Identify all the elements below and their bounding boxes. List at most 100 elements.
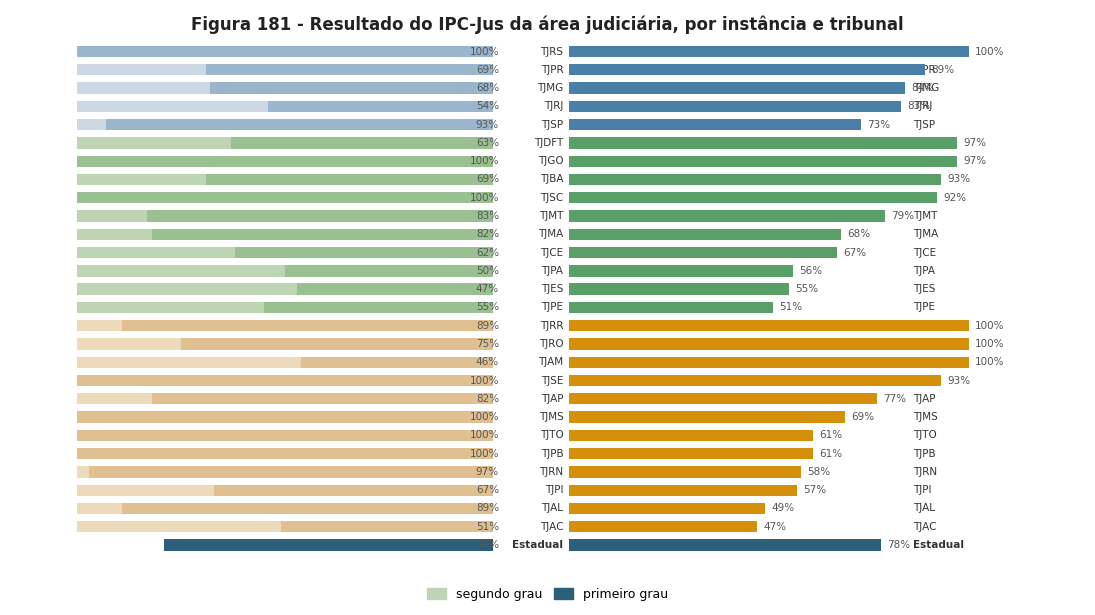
Text: 68%: 68% [476, 83, 499, 93]
Bar [569, 137, 957, 149]
Text: TJCE: TJCE [913, 248, 936, 258]
Text: TJRN: TJRN [539, 467, 564, 477]
Bar [569, 503, 765, 514]
Text: 62%: 62% [476, 248, 499, 258]
Bar [280, 521, 493, 533]
Bar [77, 101, 493, 112]
Text: 97%: 97% [964, 138, 987, 148]
Bar [268, 101, 493, 112]
Bar [569, 320, 969, 331]
Text: TJMG: TJMG [913, 83, 940, 93]
Text: TJAP: TJAP [913, 394, 935, 404]
Bar [569, 174, 942, 185]
Text: TJCE: TJCE [540, 248, 564, 258]
Text: TJTO: TJTO [540, 430, 564, 440]
Bar [77, 393, 493, 405]
Text: 55%: 55% [476, 303, 499, 312]
Bar [569, 338, 969, 350]
Bar [77, 448, 493, 459]
Bar [77, 210, 493, 221]
Text: TJPB: TJPB [541, 448, 564, 459]
Bar [77, 137, 493, 149]
Text: TJAC: TJAC [913, 522, 936, 532]
Bar [569, 284, 789, 295]
Text: TJMT: TJMT [539, 211, 564, 221]
Text: 93%: 93% [947, 175, 970, 184]
Text: 79%: 79% [891, 211, 914, 221]
Text: 93%: 93% [476, 120, 499, 130]
Bar [151, 393, 493, 405]
Bar [77, 156, 493, 167]
Text: TJRO: TJRO [539, 339, 564, 349]
Text: Estadual: Estadual [512, 540, 564, 550]
Text: 100%: 100% [976, 47, 1005, 57]
Bar [569, 485, 797, 496]
Text: TJRJ: TJRJ [544, 101, 564, 111]
Bar [77, 485, 493, 496]
Text: 100%: 100% [470, 156, 499, 166]
Bar [569, 229, 841, 240]
Bar [106, 119, 493, 130]
Text: TJBA: TJBA [540, 175, 564, 184]
Bar [569, 302, 773, 313]
Text: 89%: 89% [932, 65, 955, 75]
Text: 69%: 69% [476, 65, 499, 75]
Bar [569, 448, 814, 459]
Text: 100%: 100% [976, 339, 1005, 349]
Bar [77, 265, 493, 277]
Text: TJSP: TJSP [913, 120, 935, 130]
Text: 51%: 51% [780, 303, 803, 312]
Text: 89%: 89% [476, 320, 499, 331]
Text: 50%: 50% [476, 266, 499, 276]
Text: TJPA: TJPA [913, 266, 935, 276]
Text: 61%: 61% [819, 430, 842, 440]
Text: TJRS: TJRS [541, 47, 564, 57]
Bar [77, 430, 493, 441]
Bar [264, 302, 493, 313]
Text: TJPE: TJPE [913, 303, 935, 312]
Text: 69%: 69% [476, 175, 499, 184]
Bar [77, 119, 493, 130]
Text: TJSC: TJSC [540, 192, 564, 203]
Text: 78%: 78% [887, 540, 910, 550]
Text: 100%: 100% [470, 430, 499, 440]
Bar [77, 466, 493, 478]
Text: 73%: 73% [867, 120, 890, 130]
Text: 51%: 51% [476, 522, 499, 532]
Bar [210, 82, 493, 93]
Bar [569, 192, 937, 204]
Bar [206, 64, 493, 76]
Text: 57%: 57% [804, 485, 827, 495]
Bar [569, 375, 942, 386]
Bar [231, 137, 493, 149]
Text: 75%: 75% [476, 339, 499, 349]
Bar [569, 210, 886, 221]
Bar [89, 466, 493, 478]
Text: 93%: 93% [947, 376, 970, 386]
Bar [77, 320, 493, 331]
Bar [569, 411, 845, 423]
Bar [569, 357, 969, 368]
Bar [569, 393, 877, 405]
Bar [77, 503, 493, 514]
Bar [77, 411, 493, 423]
Bar [164, 539, 493, 550]
Bar [77, 411, 493, 423]
Text: TJRJ: TJRJ [913, 101, 932, 111]
Text: 100%: 100% [470, 448, 499, 459]
Text: TJAM: TJAM [539, 357, 564, 367]
Text: TJDFT: TJDFT [913, 138, 943, 148]
Text: TJMG: TJMG [538, 83, 564, 93]
Bar [569, 466, 802, 478]
Bar [77, 64, 493, 76]
Bar [148, 210, 493, 221]
Text: TJES: TJES [913, 284, 935, 294]
Bar [77, 192, 493, 204]
Bar [214, 485, 493, 496]
Text: TJTO: TJTO [913, 430, 936, 440]
Bar [123, 503, 493, 514]
Text: 83%: 83% [476, 211, 499, 221]
Bar [77, 448, 493, 459]
Bar [285, 265, 493, 277]
Bar [77, 46, 493, 57]
